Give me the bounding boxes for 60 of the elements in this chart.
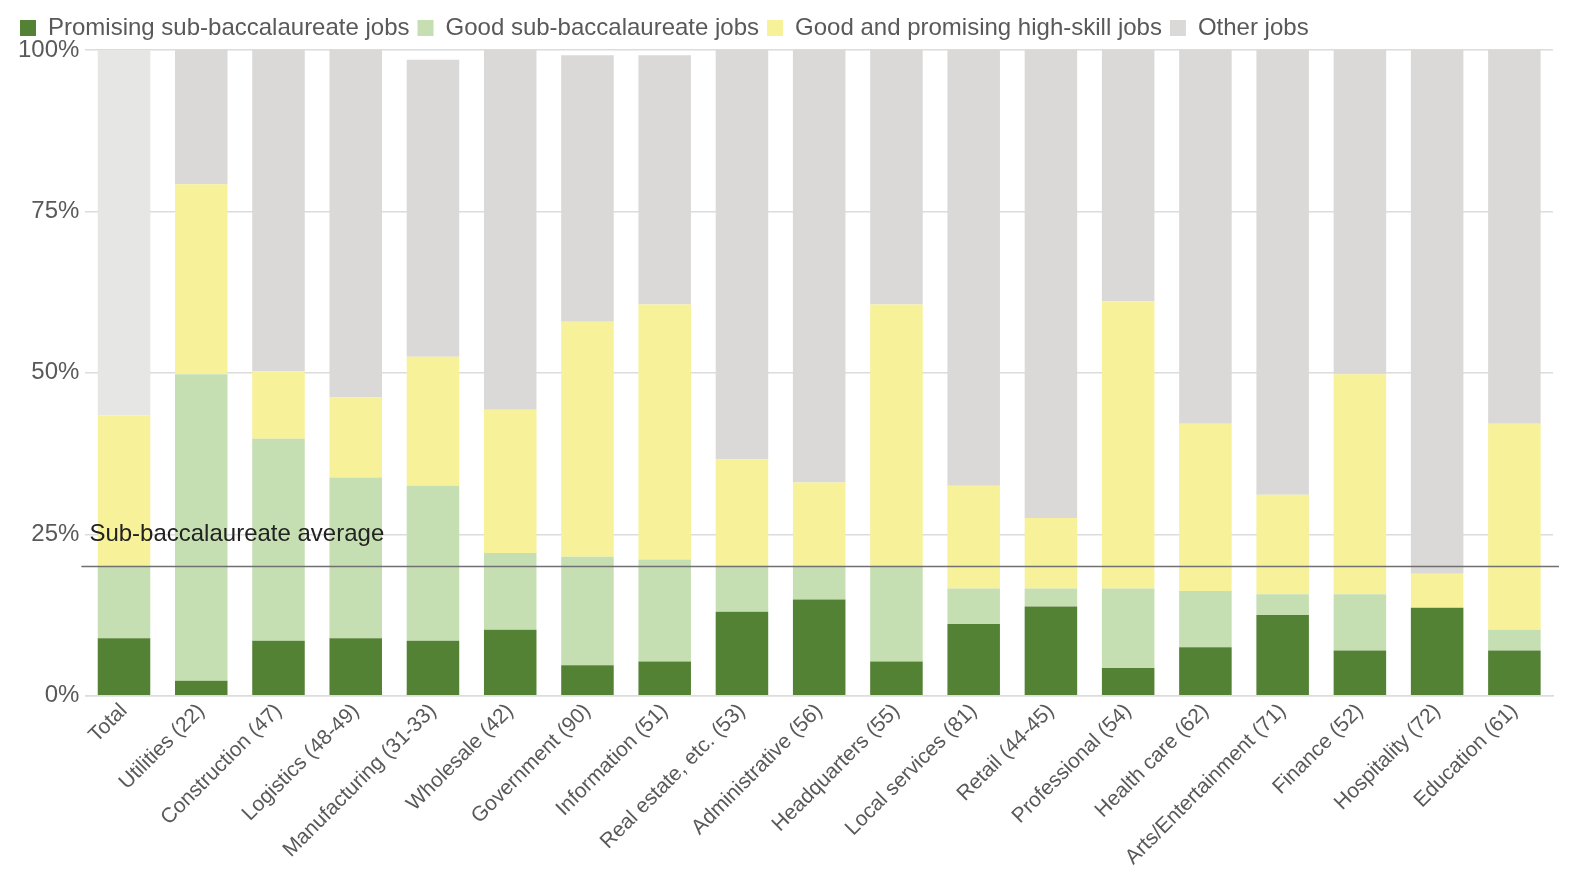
bar — [329, 397, 382, 478]
bar — [947, 588, 1000, 625]
bar — [1410, 573, 1464, 608]
y-tick-label: 0% — [44, 680, 80, 708]
bar — [1488, 629, 1541, 651]
bar — [483, 409, 537, 553]
bar — [947, 485, 1000, 589]
bar — [252, 371, 305, 439]
bar — [1333, 374, 1387, 595]
bar — [715, 611, 769, 695]
bar — [638, 661, 691, 695]
y-tick-label: 75% — [31, 196, 80, 224]
bar — [483, 552, 537, 630]
bar — [1256, 494, 1309, 595]
bar — [1179, 423, 1232, 592]
bar — [561, 665, 614, 695]
legend-label: Good sub-baccalaureate jobs — [445, 12, 760, 40]
bar — [792, 566, 846, 600]
bar — [1101, 301, 1155, 589]
bar — [1101, 588, 1155, 668]
bar — [1333, 594, 1387, 651]
bar — [483, 629, 537, 695]
bar — [97, 566, 151, 639]
y-tick-label: 25% — [31, 518, 80, 546]
bar — [1024, 606, 1078, 695]
bar — [1410, 607, 1464, 695]
bar — [1024, 588, 1078, 607]
bar — [561, 556, 614, 666]
bar — [715, 566, 769, 612]
bar — [406, 640, 460, 695]
y-tick-label: 50% — [31, 357, 80, 385]
bar — [1333, 650, 1387, 695]
bar — [561, 321, 614, 557]
bar — [870, 566, 923, 662]
bar — [1256, 594, 1309, 615]
bar — [97, 638, 151, 695]
bar — [792, 482, 846, 567]
bar — [638, 559, 691, 662]
bar — [252, 640, 305, 695]
bar — [1488, 423, 1541, 630]
bar — [329, 638, 382, 695]
bar — [1024, 518, 1078, 589]
legend-label: Good and promising high-skill jobs — [795, 12, 1162, 40]
bar — [1179, 591, 1232, 648]
bar — [638, 304, 691, 560]
bar — [174, 680, 228, 695]
bar — [792, 599, 846, 695]
bar — [1256, 614, 1309, 695]
bar — [406, 485, 460, 641]
bar — [870, 304, 923, 567]
ref-line-label: Sub-baccalaureate average — [89, 519, 385, 547]
bar — [947, 624, 1000, 695]
bar — [174, 184, 228, 375]
bar — [406, 356, 460, 486]
bar — [870, 661, 923, 695]
bar — [1101, 667, 1155, 695]
bar — [715, 459, 769, 567]
legend-label: Other jobs — [1197, 12, 1309, 40]
bar — [1488, 650, 1541, 695]
bar — [1179, 647, 1232, 695]
